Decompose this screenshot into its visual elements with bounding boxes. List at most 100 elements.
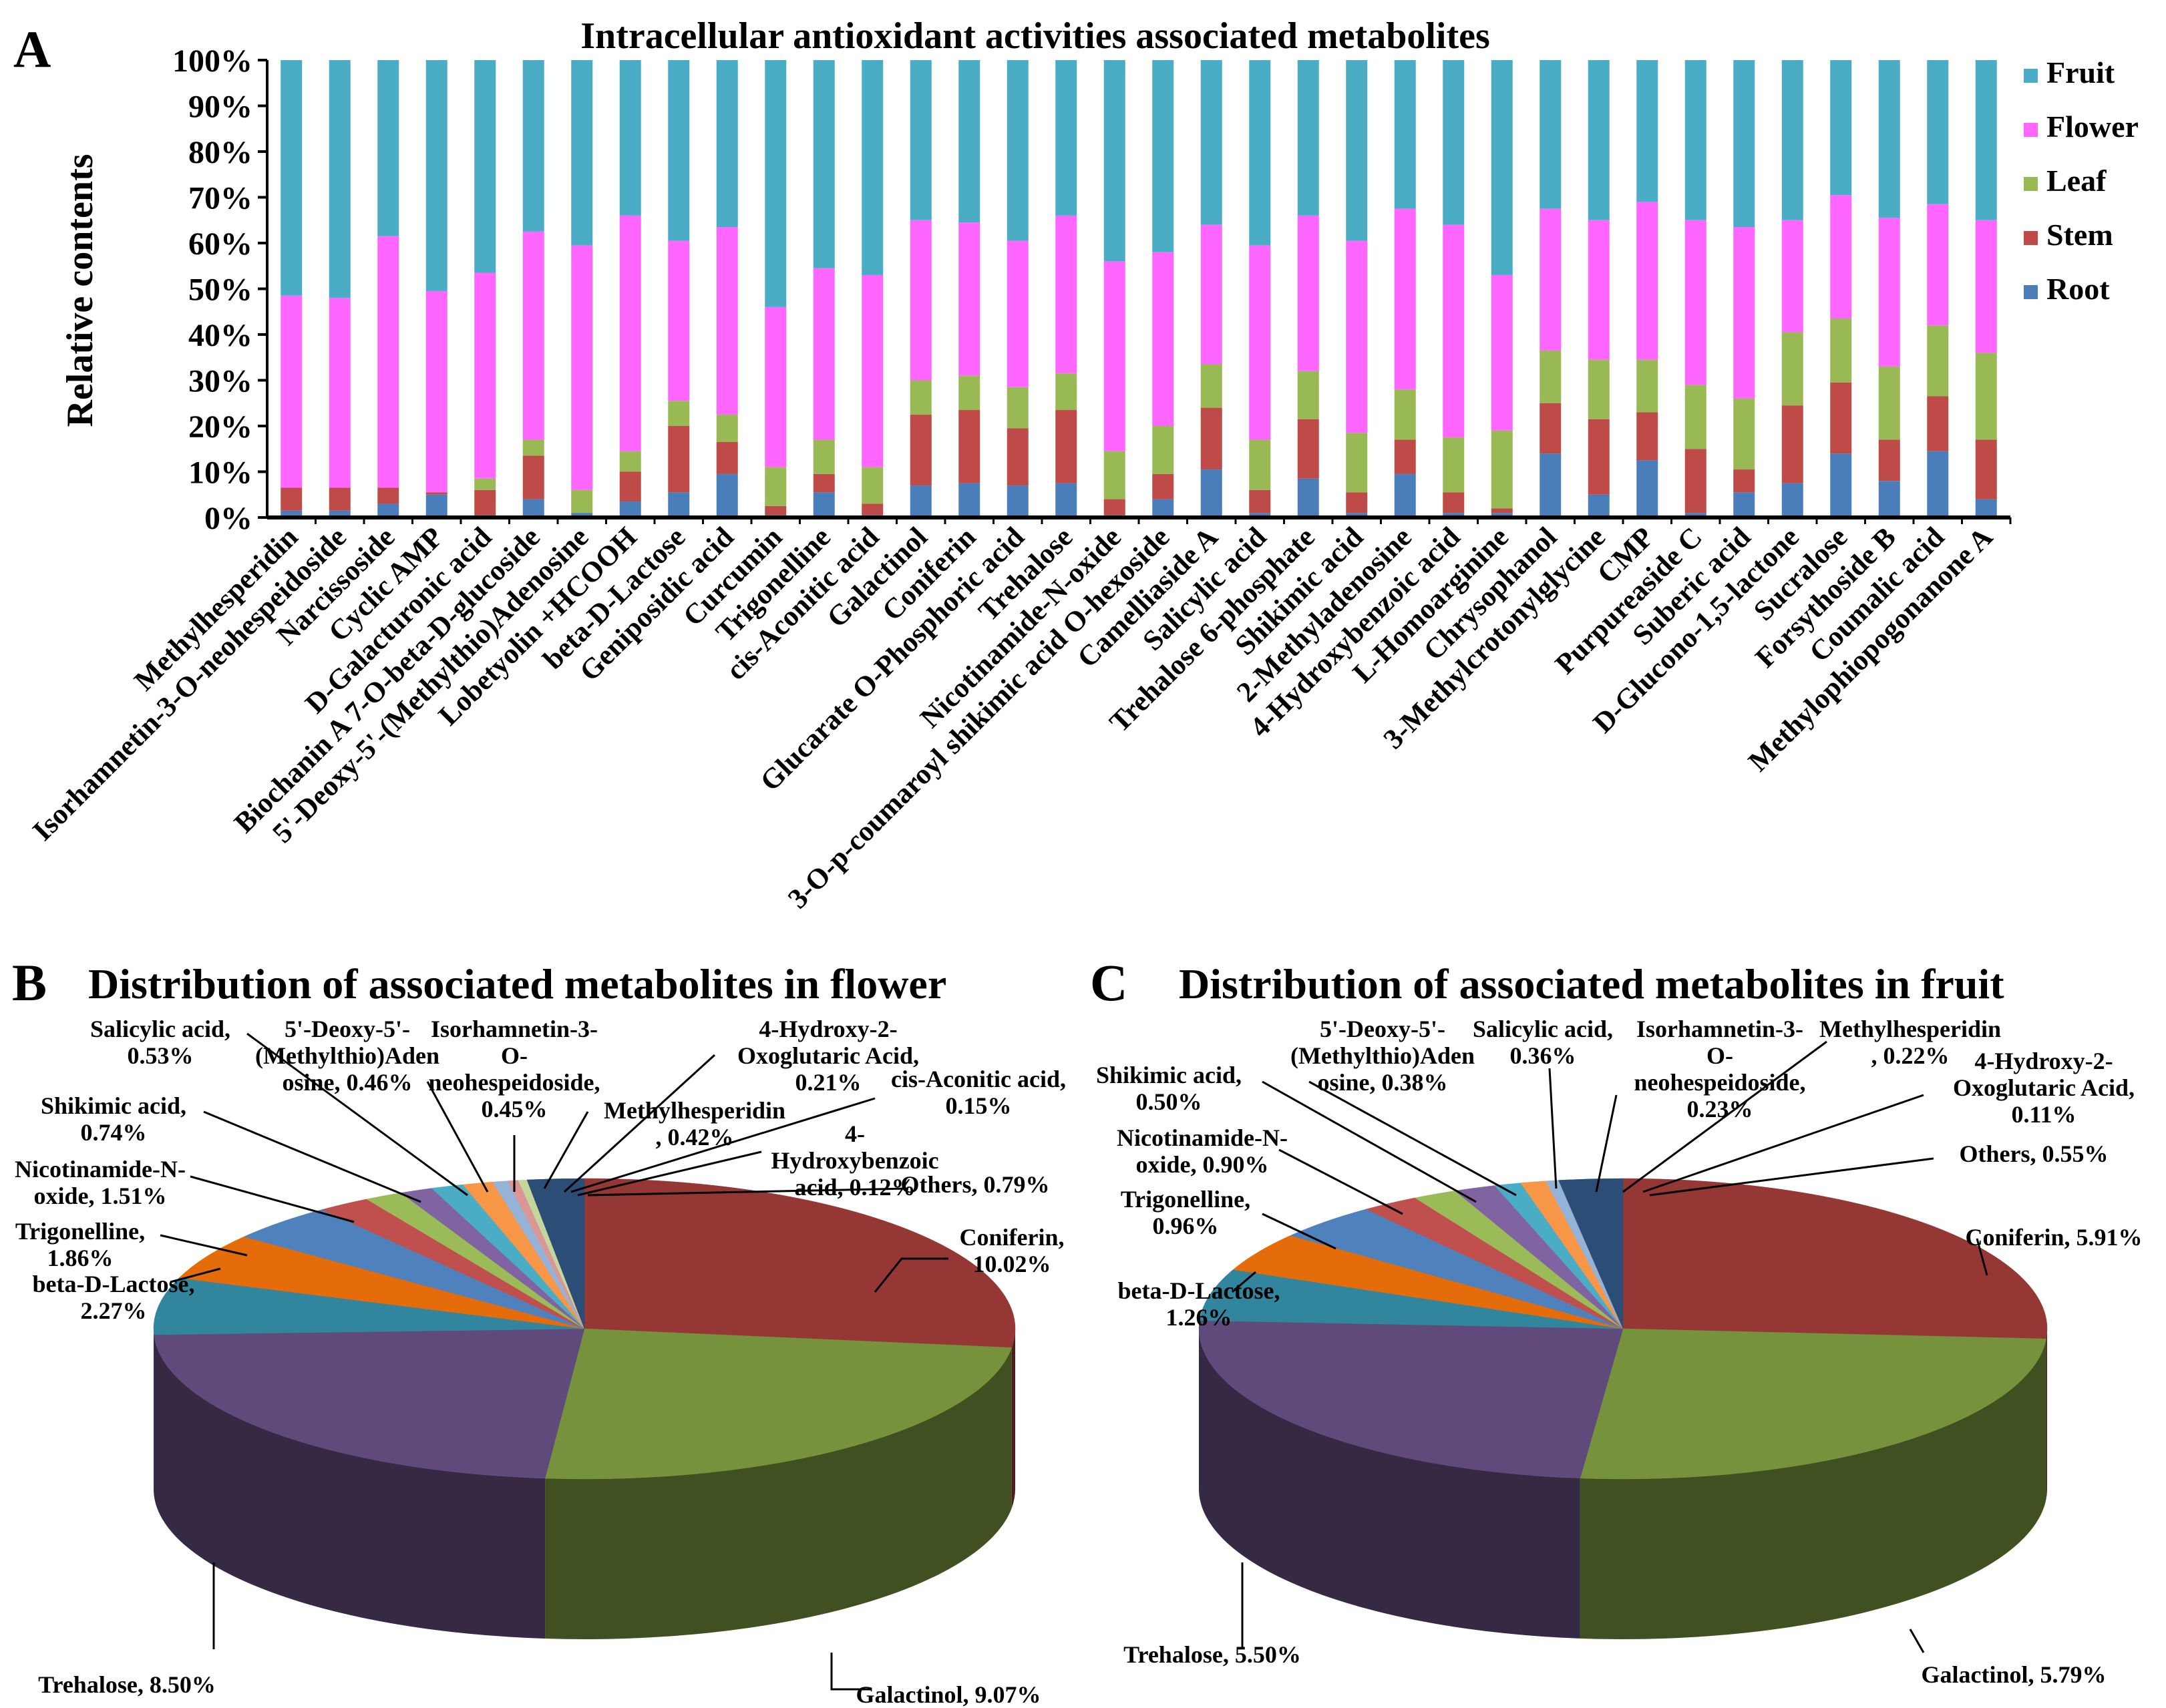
bar-segment xyxy=(1200,364,1222,408)
y-axis-ticks: 0% 10% 20% 30% 40% 50% 60% 70% 80% 90% 100% xyxy=(172,43,267,536)
legend-swatch xyxy=(2024,69,2038,83)
slice-label: Isorhamnetin-3-O-neohespeidoside, 0.23% xyxy=(1634,1016,1805,1122)
slice-label: Trehalose, 8.50% xyxy=(38,1671,216,1698)
bar-segment xyxy=(1491,508,1513,513)
bar-segment xyxy=(619,471,641,502)
legend-swatch xyxy=(2024,123,2038,137)
bar-segment xyxy=(1830,382,1852,454)
bar-segment xyxy=(1491,430,1513,509)
bar-segment xyxy=(377,487,399,504)
bar-segment xyxy=(1636,412,1658,461)
bar-segment xyxy=(1007,485,1029,517)
slice-label: Isorhamnetin-3-O-neohespeidoside, 0.45% xyxy=(428,1016,600,1122)
leader-line xyxy=(160,1234,248,1257)
panel-letter-a: A xyxy=(13,20,51,78)
leader-line xyxy=(170,1267,221,1283)
pie-slice xyxy=(526,1178,585,1329)
bar-segment xyxy=(1733,398,1755,470)
bar-segment xyxy=(958,375,980,411)
bar-segment xyxy=(522,439,544,456)
panel-b-pie-chart: B Distribution of associated metabolites… xyxy=(12,953,1066,1708)
bar-segment xyxy=(1588,359,1610,419)
legend-label: Stem xyxy=(2046,218,2113,252)
bar-segment xyxy=(1152,60,1174,252)
bar-segment xyxy=(1878,218,1900,367)
bar-segment xyxy=(1781,483,1803,517)
bar-segment xyxy=(1491,60,1513,275)
pie-slice-side xyxy=(1199,1329,1580,1639)
bar-segment xyxy=(329,60,351,298)
bar-segment xyxy=(1636,460,1658,517)
slice-label: 5'-Deoxy-5'-(Methylthio)Aden osine, 0.38% xyxy=(1290,1016,1475,1096)
pie-slice xyxy=(584,1178,1016,1348)
y-tick-label: 60% xyxy=(188,226,252,262)
legend-swatch xyxy=(2024,231,2038,245)
legend-label: Fruit xyxy=(2046,55,2115,89)
slice-label: Galactinol, 9.07% xyxy=(856,1681,1041,1708)
y-tick-label: 30% xyxy=(188,364,252,399)
pie-tops xyxy=(153,1178,1016,1480)
bar-segment xyxy=(910,485,932,517)
bar-segment xyxy=(668,492,690,517)
bar-segment xyxy=(619,60,641,216)
bar-segment xyxy=(329,487,351,511)
bar-segment xyxy=(329,298,351,488)
bar-segment xyxy=(1346,240,1368,433)
bar-segment xyxy=(1540,453,1562,517)
slice-label: Coniferin, 10.02% xyxy=(960,1224,1065,1277)
pie-c xyxy=(1198,1178,2048,1639)
bar-segment xyxy=(1297,60,1319,216)
bar-segment xyxy=(1927,204,1949,326)
y-tick-label: 80% xyxy=(188,135,252,170)
slice-label: Salicylic acid, 0.53% xyxy=(90,1016,230,1069)
bar-segment xyxy=(813,492,835,517)
bar-segment xyxy=(1007,60,1029,241)
bar-segment xyxy=(1394,389,1416,440)
bar-segment xyxy=(910,220,932,381)
bar-segment xyxy=(1878,60,1900,218)
bar-segment xyxy=(1103,60,1125,262)
pie-slice xyxy=(1580,1328,2046,1480)
leader-line xyxy=(1548,1068,1558,1189)
bar-segment xyxy=(1878,366,1900,440)
bar-segment xyxy=(1394,473,1416,517)
leader-line xyxy=(1622,1040,1827,1193)
bar-segment xyxy=(522,231,544,440)
bar-segment xyxy=(1636,359,1658,413)
bar-segment xyxy=(1975,499,1997,517)
bar-segment xyxy=(1249,245,1271,440)
y-tick-label: 100% xyxy=(172,43,252,79)
bar-segment xyxy=(862,467,884,504)
chart-c-title: Distribution of associated metabolites i… xyxy=(1179,960,2004,1008)
slice-label: 4-Hydroxy-2-Oxoglutaric Acid, 0.21% xyxy=(737,1016,919,1096)
bar-segment xyxy=(1540,403,1562,454)
slice-label: Others, 0.55% xyxy=(1960,1140,2109,1167)
bar-segment xyxy=(474,60,496,273)
bar-segment xyxy=(1443,437,1465,493)
bar-segment xyxy=(1103,499,1125,515)
pie-slice-side xyxy=(1580,1339,2046,1639)
bar-segment xyxy=(1055,410,1077,483)
bar-segment xyxy=(1200,60,1222,225)
bar-segment xyxy=(765,60,787,307)
bar-segment xyxy=(1540,208,1562,351)
bar-segment xyxy=(1830,453,1852,517)
bar-segment xyxy=(474,478,496,490)
pie-slice-side xyxy=(154,1334,546,1639)
y-tick-label: 50% xyxy=(188,272,252,308)
bar-segment xyxy=(1636,60,1658,202)
leader-line xyxy=(1976,1238,1988,1276)
bar-segment xyxy=(1249,513,1271,517)
bar-segment xyxy=(1781,60,1803,220)
bar-segment xyxy=(1103,451,1125,499)
bar-segment xyxy=(1249,439,1271,490)
legend: Fruit Flower Leaf Stem Root xyxy=(2024,55,2139,306)
bar-segment xyxy=(1443,60,1465,225)
bar-segment xyxy=(1927,325,1949,397)
leader-line xyxy=(426,1081,489,1193)
leader-line xyxy=(203,1110,421,1203)
bar-segment xyxy=(1346,433,1368,493)
bar-segment xyxy=(1733,492,1755,517)
bar-segment xyxy=(377,60,399,236)
bar-segment xyxy=(474,489,496,515)
